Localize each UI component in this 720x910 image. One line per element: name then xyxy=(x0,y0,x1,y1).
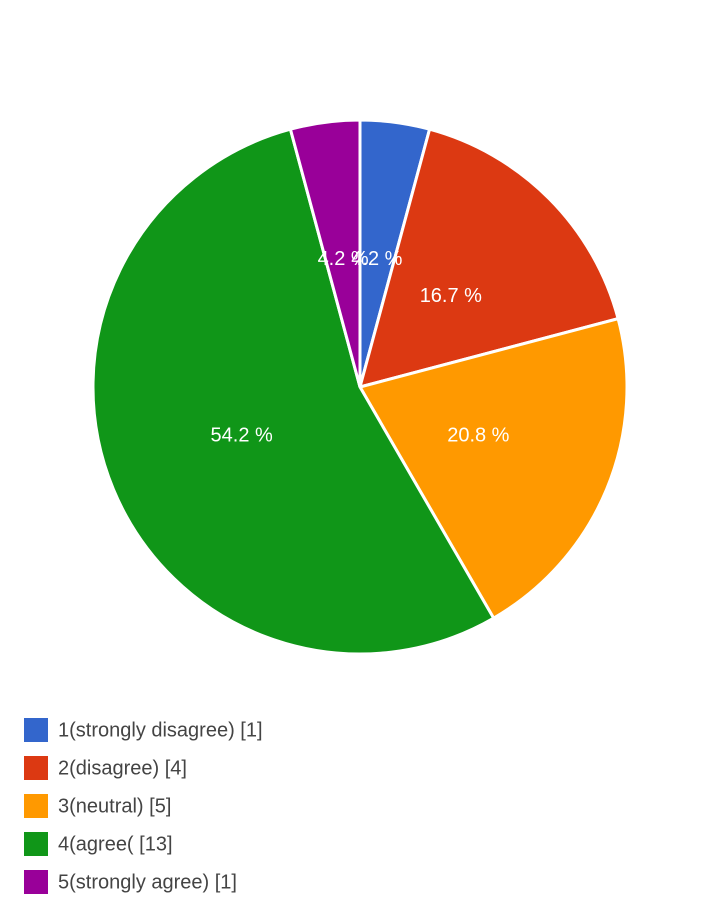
pie-slice xyxy=(288,118,362,388)
legend-swatch xyxy=(24,832,48,856)
slice-label: 4.2 % xyxy=(351,248,402,270)
legend-label: 5(strongly agree) [1] xyxy=(58,871,237,893)
slice-label: 20.8 % xyxy=(447,424,509,446)
legend-swatch xyxy=(24,756,48,780)
pie-slice xyxy=(357,127,620,390)
legend-swatch xyxy=(24,718,48,742)
slice-label: 4.2 % xyxy=(318,248,369,270)
legend-label: 4(agree( [13] xyxy=(58,833,173,855)
slice-label: 54.2 % xyxy=(211,424,273,446)
slice-label: 16.7 % xyxy=(420,285,482,307)
pie-slice xyxy=(91,127,496,656)
legend-swatch xyxy=(24,794,48,818)
legend-label: 2(disagree) [4] xyxy=(58,757,187,779)
pie-slice xyxy=(357,316,629,621)
legend-label: 1(strongly disagree) [1] xyxy=(58,719,263,741)
legend-swatch xyxy=(24,870,48,894)
legend-label: 3(neutral) [5] xyxy=(58,795,171,817)
